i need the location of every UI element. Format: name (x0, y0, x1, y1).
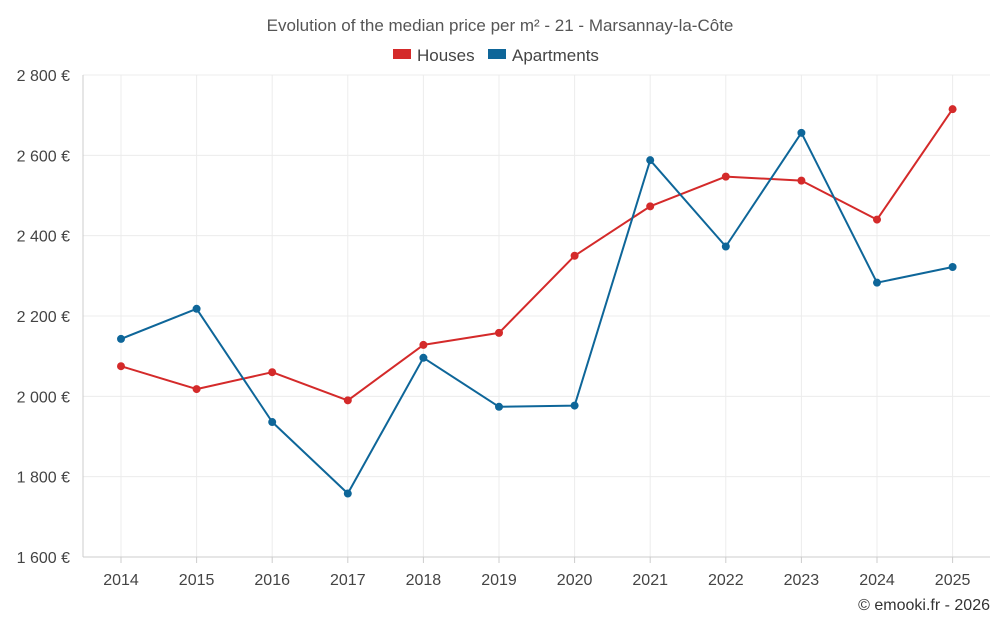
legend: Houses Apartments (393, 46, 599, 65)
data-point-apartments[interactable] (646, 156, 655, 165)
y-axis: 1 600 € 1 800 € 2 000 € 2 200 € 2 400 € 2 600… (17, 68, 70, 567)
data-point-apartments[interactable] (117, 334, 125, 343)
data-point-houses[interactable] (721, 172, 730, 181)
legend-label-houses[interactable]: Houses (417, 46, 475, 65)
series-line-apartments (120, 131, 953, 495)
x-tick-label: 2022 (708, 572, 744, 589)
x-tick-label: 2021 (632, 572, 668, 589)
data-point-houses[interactable] (268, 368, 277, 377)
data-point-apartments[interactable] (721, 242, 730, 251)
data-point-apartments[interactable] (343, 489, 352, 498)
legend-label-apartments[interactable]: Apartments (512, 46, 599, 65)
series-group (117, 105, 957, 498)
chart-title: Evolution of the median price per m² - 2… (267, 16, 734, 35)
y-tick-label: 2 400 € (17, 229, 70, 246)
data-point-apartments[interactable] (495, 402, 503, 411)
x-tick-label: 2019 (481, 572, 517, 589)
data-point-houses[interactable] (117, 362, 125, 371)
grid-lines (82, 74, 990, 558)
y-tick-label: 2 600 € (17, 148, 70, 165)
legend-swatch-houses (393, 49, 411, 59)
data-point-houses[interactable] (570, 251, 579, 260)
data-point-houses[interactable] (797, 176, 806, 185)
series-line-houses (120, 108, 954, 402)
x-tick-label: 2023 (784, 572, 820, 589)
data-point-apartments[interactable] (268, 418, 277, 427)
data-point-houses[interactable] (948, 105, 957, 114)
legend-swatch-apartments (488, 49, 506, 59)
x-axis: 2014 2015 2016 2017 2018 2019 2020 2021 2022 2023… (103, 557, 970, 589)
data-point-houses[interactable] (419, 340, 428, 349)
data-point-houses[interactable] (495, 328, 503, 337)
data-point-apartments[interactable] (797, 128, 806, 137)
data-point-houses[interactable] (873, 215, 881, 224)
x-tick-label: 2017 (330, 572, 366, 589)
x-tick-label: 2018 (406, 572, 442, 589)
data-point-houses[interactable] (646, 202, 655, 211)
data-point-houses[interactable] (192, 385, 201, 394)
x-tick-label: 2016 (254, 572, 290, 589)
y-tick-label: 2 200 € (17, 309, 70, 326)
y-tick-label: 1 600 € (17, 550, 70, 567)
x-tick-label: 2020 (557, 572, 593, 589)
x-tick-label: 2025 (935, 572, 971, 589)
data-point-apartments[interactable] (873, 278, 881, 287)
x-tick-label: 2014 (103, 572, 139, 589)
x-tick-label: 2024 (859, 572, 895, 589)
y-tick-label: 2 800 € (17, 68, 70, 85)
data-point-apartments[interactable] (419, 353, 428, 362)
data-point-apartments[interactable] (570, 401, 579, 410)
y-tick-label: 1 800 € (17, 470, 70, 487)
x-tick-label: 2015 (179, 572, 215, 589)
data-point-apartments[interactable] (948, 262, 957, 271)
y-tick-label: 2 000 € (17, 389, 70, 406)
credit-text: © emooki.fr - 2026 (858, 597, 990, 614)
data-point-houses[interactable] (343, 396, 352, 405)
data-point-apartments[interactable] (192, 304, 201, 313)
